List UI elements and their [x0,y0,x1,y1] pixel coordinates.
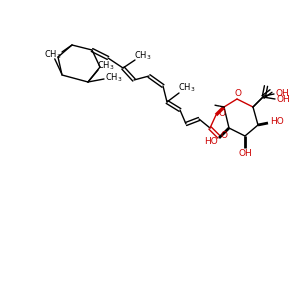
Text: CH$_3$: CH$_3$ [97,60,115,72]
Text: HO: HO [204,136,218,146]
Text: OH: OH [275,89,289,98]
Text: O: O [235,88,242,98]
Text: CH$_3$: CH$_3$ [178,82,196,94]
Text: O: O [220,130,227,140]
Text: HO: HO [270,116,284,125]
Text: CH$_3$: CH$_3$ [105,72,123,84]
Text: O: O [218,109,226,118]
Text: OH: OH [276,94,290,103]
Text: CH$_3$: CH$_3$ [134,50,152,62]
Text: CH$_3$: CH$_3$ [44,49,62,61]
Text: OH: OH [238,149,252,158]
